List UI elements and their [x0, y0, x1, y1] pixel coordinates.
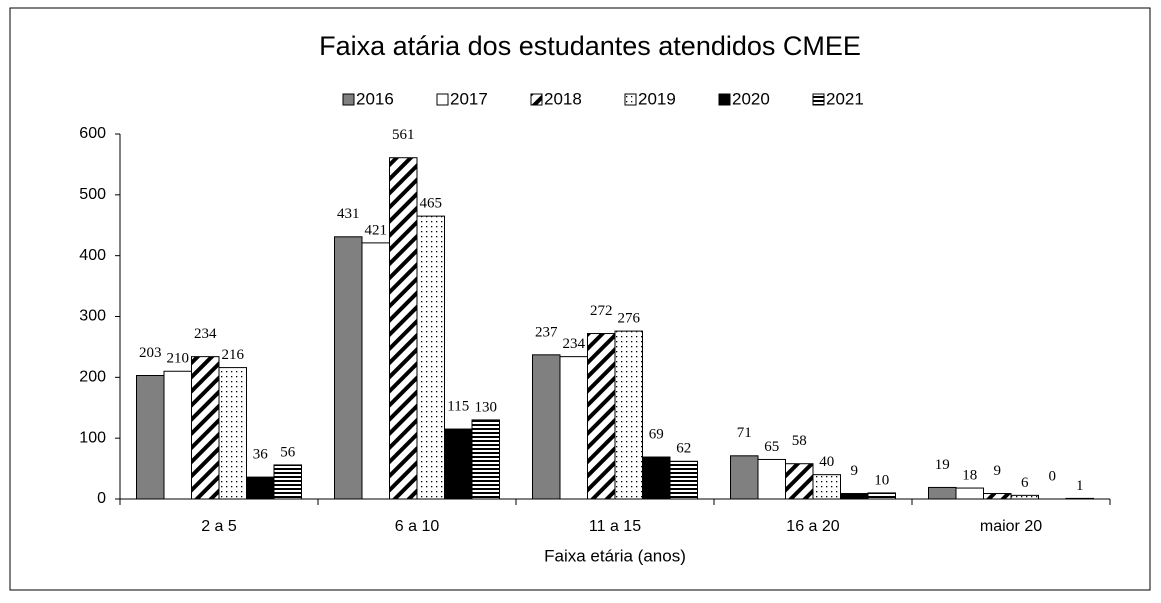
value-label: 203: [139, 345, 162, 361]
legend-label: 2018: [544, 89, 582, 108]
legend-label: 2020: [732, 89, 770, 108]
bar: [218, 367, 247, 500]
bar: [163, 370, 192, 500]
bar: [246, 476, 275, 500]
bar: [840, 493, 869, 500]
value-label: 18: [962, 467, 977, 483]
value-label: 115: [447, 398, 469, 414]
value-label: 421: [365, 222, 388, 238]
y-tick-label: 400: [79, 247, 106, 264]
bar: [334, 236, 363, 500]
legend-swatch: [436, 93, 449, 106]
value-label: 58: [792, 433, 807, 449]
bar: [812, 474, 841, 500]
value-label: 276: [618, 311, 641, 327]
value-label: 62: [676, 441, 691, 457]
value-label: 234: [194, 326, 217, 342]
value-label: 9: [994, 463, 1002, 479]
value-label: 465: [420, 196, 443, 212]
value-label: 10: [874, 472, 889, 488]
legend-label: 2016: [356, 89, 394, 108]
value-label: 36: [253, 447, 269, 463]
value-label: 1: [1076, 478, 1084, 494]
bar: [1065, 497, 1094, 500]
bar: [191, 356, 220, 500]
bar: [416, 215, 445, 500]
bar: [361, 242, 390, 500]
bar: [136, 375, 165, 500]
value-label: 6: [1021, 475, 1029, 491]
value-label: 130: [475, 399, 498, 415]
y-tick-label: 0: [97, 490, 106, 507]
bar: [444, 428, 473, 500]
bar: [785, 463, 814, 500]
value-label: 56: [280, 444, 296, 460]
bar: [587, 333, 616, 500]
y-tick-label: 100: [79, 429, 106, 446]
y-tick-label: 300: [79, 308, 106, 325]
bar: [757, 458, 786, 500]
legend-swatch: [530, 93, 543, 106]
chart-title: Faixa atária dos estudantes atendidos CM…: [319, 31, 861, 61]
x-tick-label: 2 a 5: [201, 518, 237, 535]
value-label: 237: [535, 324, 558, 340]
legend-label: 2019: [638, 89, 676, 108]
legend-label: 2021: [826, 89, 864, 108]
value-label: 431: [337, 206, 360, 222]
legend-swatch: [718, 93, 731, 106]
y-tick-label: 600: [79, 125, 106, 142]
x-tick-label: 16 a 20: [786, 518, 839, 535]
bar: [559, 356, 588, 500]
y-tick-label: 200: [79, 369, 106, 386]
bar: [471, 419, 500, 500]
bar: [1010, 494, 1039, 500]
legend-label: 2017: [450, 89, 488, 108]
bar: [614, 330, 643, 500]
value-label: 234: [563, 336, 586, 352]
bar: [867, 492, 896, 500]
legend-swatch: [812, 93, 825, 106]
value-label: 0: [1049, 468, 1057, 484]
bar: [983, 493, 1012, 500]
value-label: 40: [819, 454, 834, 470]
bar: [389, 157, 418, 500]
bar: [532, 354, 561, 500]
bar: [669, 460, 698, 500]
value-label: 69: [649, 426, 664, 442]
bar: [730, 455, 759, 500]
bar: [642, 456, 671, 500]
bar: [928, 486, 957, 500]
bar: [955, 487, 984, 500]
x-tick-label: 11 a 15: [589, 518, 641, 535]
value-label: 9: [851, 463, 859, 479]
x-axis-label: Faixa etária (anos): [544, 546, 686, 565]
value-label: 210: [167, 351, 190, 367]
value-label: 65: [764, 439, 779, 455]
legend-swatch: [342, 93, 355, 106]
x-tick-label: maior 20: [980, 518, 1042, 535]
x-tick-label: 6 a 10: [395, 518, 440, 535]
value-label: 561: [392, 127, 415, 143]
value-label: 71: [737, 425, 752, 441]
value-label: 19: [935, 457, 950, 473]
value-label: 216: [222, 347, 245, 363]
value-label: 272: [590, 303, 613, 319]
legend-swatch: [624, 93, 637, 106]
bar: [273, 464, 302, 500]
y-tick-label: 500: [79, 186, 106, 203]
